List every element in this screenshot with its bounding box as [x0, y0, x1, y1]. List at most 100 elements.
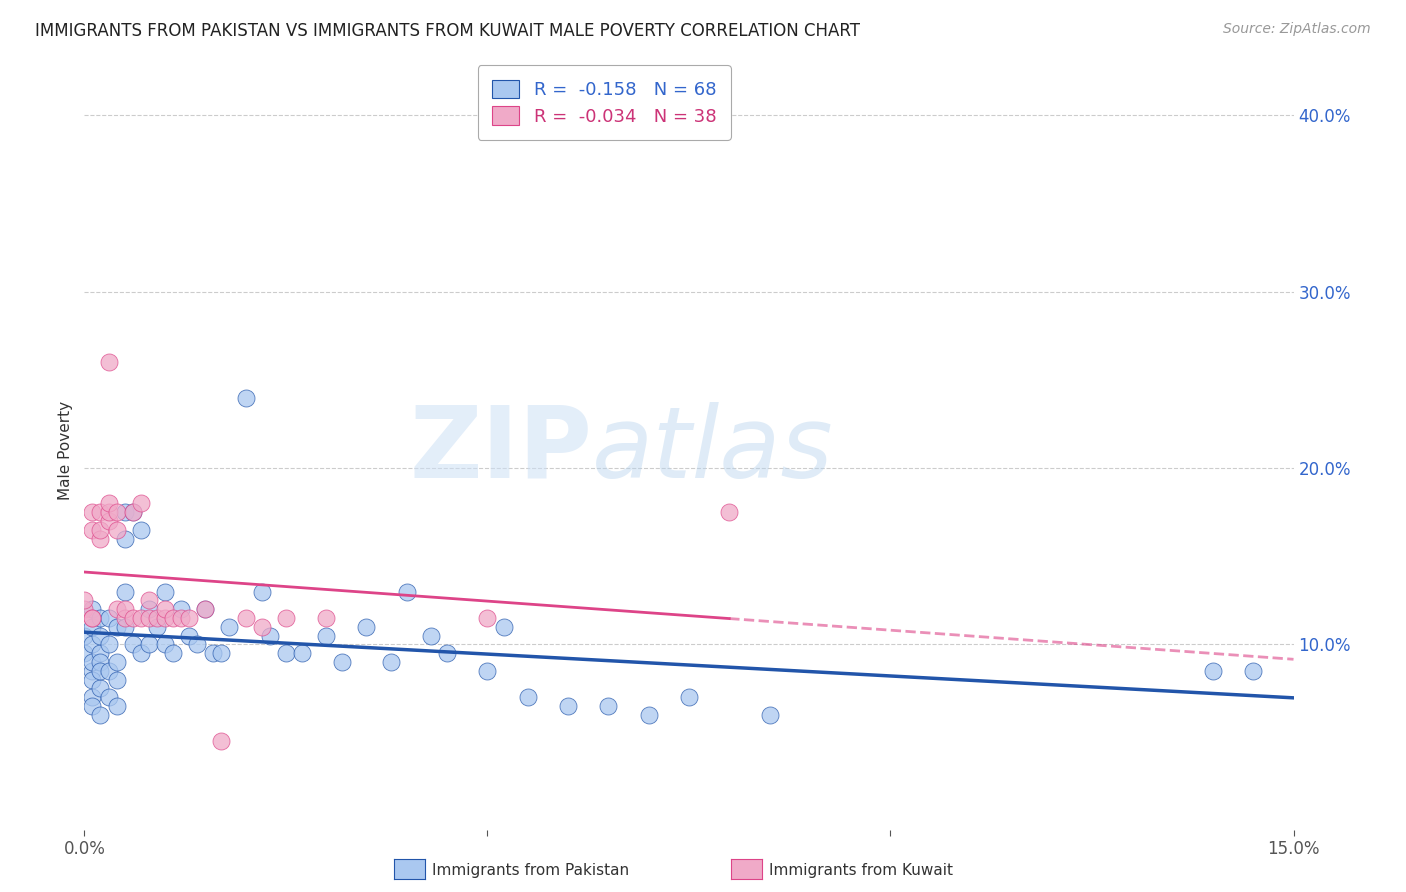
Point — [105, 673, 128, 687]
Point — [250, 620, 273, 634]
Point — [436, 646, 458, 660]
Point — [557, 699, 579, 714]
Y-axis label: Male Poverty: Male Poverty — [58, 401, 73, 500]
Point — [186, 637, 208, 651]
Point — [105, 620, 128, 634]
Point — [274, 611, 297, 625]
Point — [97, 355, 120, 369]
Point — [82, 655, 104, 669]
Point — [202, 646, 225, 660]
Point — [89, 646, 111, 660]
Point — [678, 690, 700, 705]
Point — [89, 505, 111, 519]
Point — [97, 505, 120, 519]
Point — [73, 602, 96, 616]
Text: ZIP: ZIP — [409, 402, 592, 499]
Point — [89, 532, 111, 546]
Point — [82, 611, 104, 625]
Point — [235, 391, 257, 405]
Text: IMMIGRANTS FROM PAKISTAN VS IMMIGRANTS FROM KUWAIT MALE POVERTY CORRELATION CHAR: IMMIGRANTS FROM PAKISTAN VS IMMIGRANTS F… — [35, 22, 860, 40]
Point — [105, 505, 128, 519]
Point — [114, 505, 136, 519]
Legend: R =  -0.158   N = 68, R =  -0.034   N = 38: R = -0.158 N = 68, R = -0.034 N = 38 — [478, 65, 731, 140]
Point — [598, 699, 620, 714]
Point — [146, 620, 169, 634]
Point — [1202, 664, 1225, 678]
Point — [105, 699, 128, 714]
Text: Source: ZipAtlas.com: Source: ZipAtlas.com — [1223, 22, 1371, 37]
Point — [179, 611, 201, 625]
Point — [121, 505, 143, 519]
Point — [250, 584, 273, 599]
Point — [170, 602, 193, 616]
Point — [82, 699, 104, 714]
Point — [356, 620, 378, 634]
Point — [477, 611, 499, 625]
Point — [170, 611, 193, 625]
Text: Immigrants from Kuwait: Immigrants from Kuwait — [769, 863, 953, 878]
Text: atlas: atlas — [592, 402, 834, 499]
Point — [420, 629, 443, 643]
Point — [516, 690, 538, 705]
Text: Immigrants from Pakistan: Immigrants from Pakistan — [432, 863, 628, 878]
Point — [105, 523, 128, 537]
Point — [82, 611, 104, 625]
Point — [129, 611, 152, 625]
Point — [315, 629, 337, 643]
Point — [82, 673, 104, 687]
Point — [97, 637, 120, 651]
Point — [718, 505, 741, 519]
Point — [114, 584, 136, 599]
Point — [395, 584, 418, 599]
Point — [73, 646, 96, 660]
Point — [82, 602, 104, 616]
Point — [1241, 664, 1264, 678]
Point — [89, 681, 111, 696]
Point — [73, 629, 96, 643]
Point — [89, 629, 111, 643]
Point — [492, 620, 515, 634]
Point — [114, 602, 136, 616]
Point — [97, 664, 120, 678]
Point — [82, 505, 104, 519]
Point — [89, 708, 111, 723]
Point — [138, 637, 160, 651]
Point — [82, 690, 104, 705]
Point — [138, 593, 160, 607]
Point — [97, 496, 120, 510]
Point — [82, 637, 104, 651]
Point — [758, 708, 780, 723]
Point — [194, 602, 217, 616]
Point — [291, 646, 314, 660]
Point — [114, 611, 136, 625]
Point — [89, 523, 111, 537]
Point — [274, 646, 297, 660]
Point — [179, 629, 201, 643]
Point — [89, 664, 111, 678]
Point — [153, 584, 176, 599]
Point — [209, 646, 232, 660]
Point — [82, 523, 104, 537]
Point — [105, 655, 128, 669]
Point — [97, 690, 120, 705]
Point — [477, 664, 499, 678]
Point — [105, 602, 128, 616]
Point — [114, 532, 136, 546]
Point — [97, 611, 120, 625]
Point — [330, 655, 353, 669]
Point — [73, 593, 96, 607]
Point — [97, 514, 120, 528]
Point — [138, 611, 160, 625]
Point — [153, 637, 176, 651]
Point — [121, 637, 143, 651]
Point — [138, 602, 160, 616]
Point — [235, 611, 257, 625]
Point — [153, 611, 176, 625]
Point — [129, 523, 152, 537]
Point — [82, 664, 104, 678]
Point — [209, 734, 232, 748]
Point — [194, 602, 217, 616]
Point — [315, 611, 337, 625]
Point — [380, 655, 402, 669]
Point — [162, 611, 184, 625]
